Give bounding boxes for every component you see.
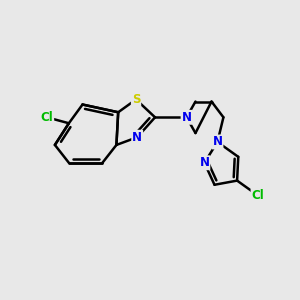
Text: Cl: Cl: [251, 189, 264, 202]
Text: N: N: [200, 156, 209, 169]
Text: Cl: Cl: [40, 111, 53, 124]
Text: N: N: [182, 111, 192, 124]
Text: N: N: [132, 131, 142, 144]
Text: S: S: [132, 93, 140, 106]
Text: N: N: [212, 136, 223, 148]
